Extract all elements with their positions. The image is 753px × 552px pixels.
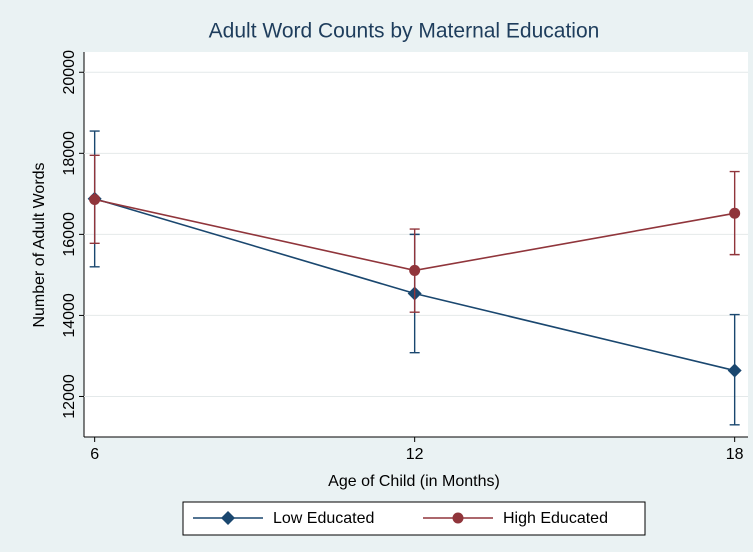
legend-marker xyxy=(452,512,464,524)
y-tick-label: 12000 xyxy=(61,374,78,419)
legend-label: Low Educated xyxy=(273,510,374,527)
y-tick-label: 14000 xyxy=(61,293,78,338)
legend-marker xyxy=(221,511,235,525)
x-tick-label: 6 xyxy=(90,446,99,463)
x-tick-label: 18 xyxy=(726,446,744,463)
plot-area xyxy=(84,52,748,437)
marker xyxy=(727,363,742,378)
x-tick-label: 12 xyxy=(406,446,424,463)
marker xyxy=(729,207,741,219)
marker xyxy=(89,194,101,206)
y-axis-label: Number of Adult Words xyxy=(31,162,48,327)
y-tick-label: 16000 xyxy=(61,212,78,257)
legend-label: High Educated xyxy=(503,510,608,527)
marker xyxy=(409,264,421,276)
y-tick-label: 20000 xyxy=(61,50,78,95)
y-tick-label: 18000 xyxy=(61,131,78,176)
chart-title: Adult Word Counts by Maternal Education xyxy=(209,20,600,43)
x-axis-label: Age of Child (in Months) xyxy=(328,473,500,490)
